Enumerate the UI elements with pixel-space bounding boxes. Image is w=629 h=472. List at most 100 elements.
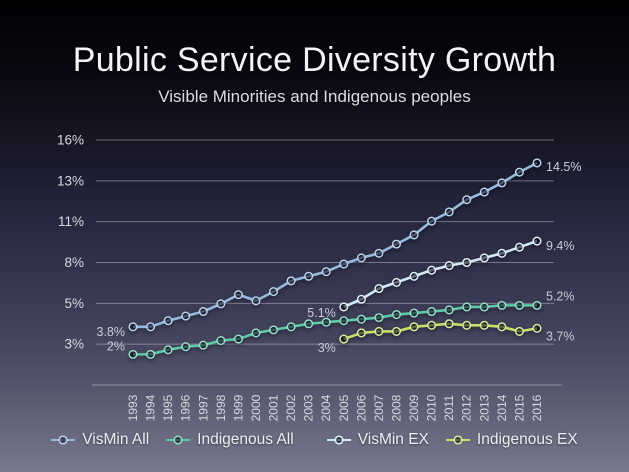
data-point-marker [321,317,331,327]
y-tick-label: 16% [57,133,84,148]
x-tick-label: 2007 [372,394,386,421]
data-point-marker [304,319,314,329]
series-start-value-label: 3% [318,341,336,355]
series-path [343,239,538,309]
data-point-marker [268,287,279,297]
y-tick-label: 5% [64,296,84,311]
data-point-marker [427,306,437,317]
chart-title: Public Service Diversity Growth [72,41,557,79]
x-tick-label: 2005 [337,394,351,421]
legend-label: VisMin All [82,431,150,448]
x-tick-label: 2013 [477,394,491,421]
data-point-marker [356,328,366,338]
x-tick-label: 1993 [126,394,140,421]
legend-item-indigenous-all: Indigenous All [166,431,294,449]
data-point-marker [216,299,226,309]
data-point-marker [462,320,472,330]
data-point-marker [374,248,384,258]
legend-item-indigenous-ex: Indigenous EX [445,431,578,449]
data-point-marker [409,308,419,318]
data-point-marker [181,311,191,321]
data-point-marker [444,305,454,315]
data-point-marker [462,302,472,312]
data-point-marker [444,319,454,329]
data-point-marker [321,267,331,277]
data-point-marker [146,322,156,332]
legend-item-vismin-ex: VisMin EX [326,431,429,449]
chart-legend: VisMin All Indigenous All VisMin EX Indigen… [0,427,629,453]
data-point-marker [304,271,314,281]
indigenous-ex-marker-icon [445,435,470,445]
data-point-marker [409,322,419,332]
x-tick-label: 2009 [407,394,421,421]
data-point-marker [391,326,402,336]
series-end-value-label: 14.5% [546,160,581,174]
data-point-marker [427,265,437,275]
data-point-marker [444,207,454,217]
data-point-marker [514,326,524,336]
x-tick-label: 2003 [302,394,316,421]
data-point-marker [128,322,138,332]
data-point-marker [532,158,542,168]
series-start-value-label: 5.1% [307,306,336,320]
data-point-marker [427,216,437,226]
series-path [133,161,538,329]
x-tick-label: 1999 [231,394,245,421]
data-point-marker [497,322,507,332]
data-point-marker [251,296,261,306]
x-tick-label: 2006 [354,394,368,421]
data-point-marker [497,248,507,258]
data-point-marker [233,290,243,300]
data-point-marker [532,236,542,246]
series-line-vismin-all [128,158,542,332]
x-tick-label: 1996 [179,394,193,421]
data-point-marker [286,276,296,286]
data-point-marker [286,322,296,332]
y-tick-label: 3% [64,337,84,352]
data-point-marker [356,294,366,304]
x-tick-label: 2001 [267,394,281,421]
x-tick-label: 2012 [460,394,474,421]
data-point-marker [479,302,489,312]
data-point-marker [339,316,349,326]
data-point-marker [163,345,173,355]
data-point-marker [409,230,419,240]
series-end-value-label: 5.2% [546,289,575,303]
x-tick-label: 1997 [196,394,210,421]
data-point-marker [514,300,524,310]
data-point-marker [532,300,542,310]
data-point-marker [356,253,366,263]
x-tick-label: 2014 [495,394,509,421]
data-point-marker [128,349,138,359]
data-point-marker [233,334,243,344]
data-point-marker [462,257,472,268]
data-point-marker [339,334,349,344]
x-tick-label: 2011 [442,395,456,421]
series-start-value-label: 2% [107,339,125,353]
series-path [343,322,538,341]
data-point-marker [251,328,261,338]
x-tick-label: 2008 [389,394,403,421]
x-tick-label: 2010 [425,394,439,421]
x-tick-label: 2016 [530,394,544,421]
data-point-marker [479,253,489,263]
legend-label: Indigenous All [197,431,294,448]
series-end-value-label: 9.4% [546,239,575,253]
data-point-marker [163,316,173,326]
series-line-indigenous-all [128,300,542,359]
data-point-marker [391,239,402,249]
data-point-marker [374,326,384,336]
data-point-marker [497,178,507,188]
data-point-marker [391,277,402,287]
x-tick-label: 2002 [284,394,298,421]
data-point-marker [198,306,208,317]
data-point-marker [479,320,489,330]
indigenous-all-marker-icon [166,435,191,445]
series-line-vismin-ex [339,236,542,312]
series-end-value-label: 3.7% [546,329,575,343]
data-point-marker [391,310,402,320]
x-tick-label: 2015 [512,394,526,421]
data-point-marker [339,302,349,312]
